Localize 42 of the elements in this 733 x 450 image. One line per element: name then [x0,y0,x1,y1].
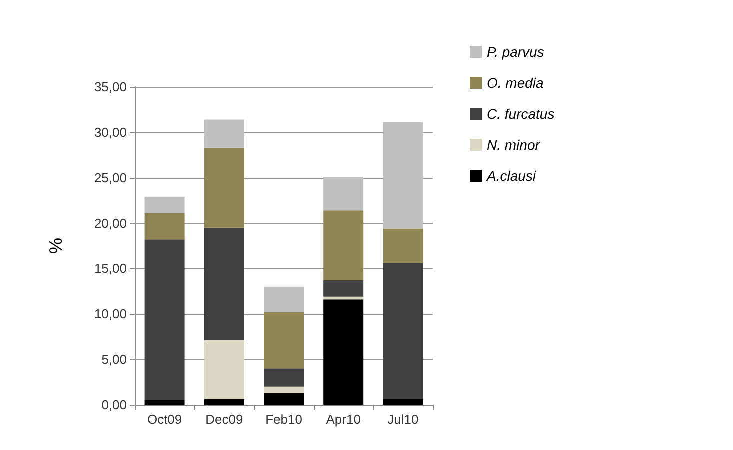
bar [204,340,244,400]
y-axis-title: % [46,238,66,254]
legend-label: C. furcatus [487,106,555,122]
bar [144,213,185,240]
bar [264,368,304,387]
y-tick-label: 20,00 [94,216,127,231]
bar [144,196,185,214]
legend-label: N. minor [487,137,542,153]
y-tick-label: 30,00 [94,124,127,140]
bar [204,120,244,148]
bar [144,240,185,400]
legend-label: A.clausi [486,168,537,184]
bar [324,300,364,405]
y-tick-label: 25,00 [94,170,127,186]
bar [383,400,424,405]
bar [324,296,364,300]
bar [204,148,244,228]
x-tick-label: Jul10 [388,412,419,427]
bar [204,228,244,340]
bar [144,400,185,405]
x-tick-label: Apr10 [326,412,361,427]
bar [383,228,424,264]
legend-label: P. parvus [487,44,544,60]
legend-label: O. media [487,75,544,91]
bar [324,176,364,211]
y-tick-label: 5,00 [102,352,127,368]
y-tick-label: 35,00 [94,80,127,94]
y-tick-label: 15,00 [94,261,127,276]
bar [264,386,304,394]
y-tick-label: 10,00 [94,306,127,322]
bar [204,400,244,405]
bar [264,312,304,369]
bar [324,210,364,281]
bar [264,286,304,312]
bar [383,263,424,400]
bar [264,393,304,405]
x-tick-label: Feb10 [266,412,302,427]
x-tick-label: Oct09 [147,412,182,427]
x-tick-label: Dec09 [206,412,244,427]
bar [324,280,364,297]
bar [383,122,424,229]
y-tick-label: 0,00 [102,398,127,412]
